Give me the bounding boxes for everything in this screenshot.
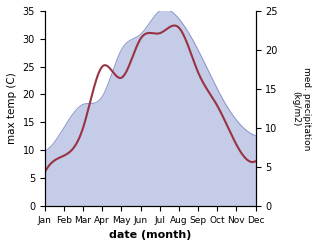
X-axis label: date (month): date (month) <box>109 230 191 240</box>
Y-axis label: med. precipitation
(kg/m2): med. precipitation (kg/m2) <box>292 67 311 150</box>
Y-axis label: max temp (C): max temp (C) <box>7 72 17 144</box>
